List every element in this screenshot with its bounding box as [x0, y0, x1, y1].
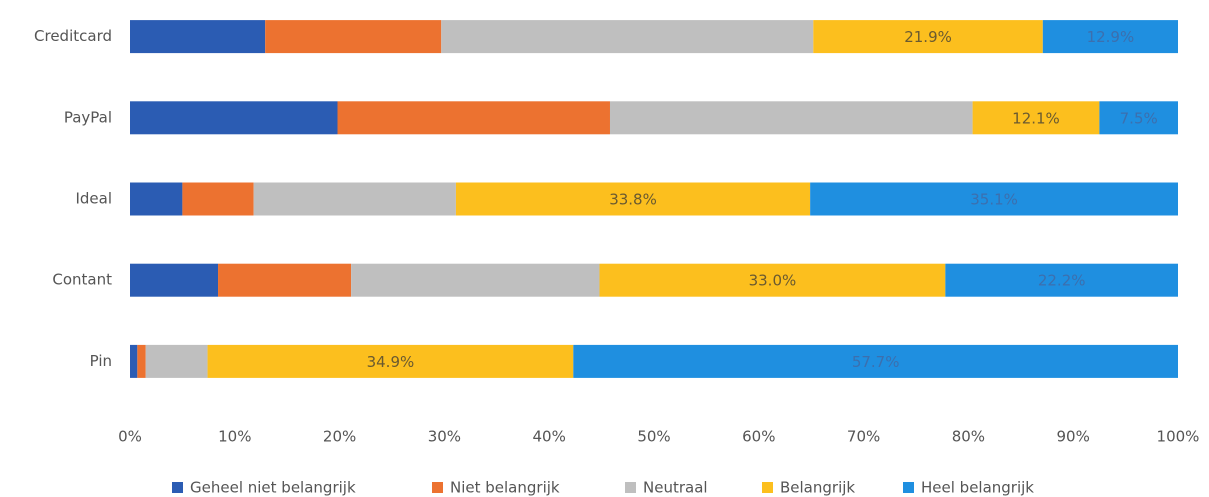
bar-segment: [130, 344, 138, 378]
category-label: Creditcard: [34, 27, 112, 45]
legend-label: Heel belangrijk: [921, 479, 1034, 497]
bar-segment: [351, 263, 600, 297]
x-tick-label: 60%: [742, 428, 775, 446]
x-tick-label: 30%: [428, 428, 461, 446]
data-label: 22.2%: [1038, 272, 1086, 290]
legend-swatch: [172, 482, 183, 493]
bar-segment: [218, 263, 352, 297]
x-tick-label: 50%: [637, 428, 670, 446]
category-label: PayPal: [64, 108, 112, 126]
bar-segment: [945, 263, 1178, 297]
x-tick-label: 90%: [1057, 428, 1090, 446]
data-label: 35.1%: [970, 191, 1018, 209]
data-label: 7.5%: [1120, 109, 1158, 127]
bar-segment: [137, 344, 146, 378]
bar-segment: [253, 182, 456, 216]
x-tick-label: 20%: [323, 428, 356, 446]
legend-label: Niet belangrijk: [450, 479, 560, 497]
data-label: 34.9%: [367, 353, 415, 371]
x-tick-label: 80%: [952, 428, 985, 446]
data-label: 33.0%: [749, 272, 797, 290]
bar-segment: [573, 344, 1178, 378]
bar-segment: [599, 263, 946, 297]
x-tick-label: 0%: [118, 428, 142, 446]
bar-segment: [609, 101, 973, 135]
bar-segment: [337, 101, 610, 135]
category-label: Pin: [90, 352, 112, 370]
data-label: 12.1%: [1012, 109, 1060, 127]
bar-segment: [265, 20, 442, 54]
x-tick-label: 70%: [847, 428, 880, 446]
bar-segment: [182, 182, 254, 216]
bar-segment: [810, 182, 1178, 216]
data-label: 21.9%: [904, 28, 952, 46]
x-tick-label: 10%: [218, 428, 251, 446]
bar-segment: [130, 182, 183, 216]
data-label: 57.7%: [852, 353, 900, 371]
legend-label: Geheel niet belangrijk: [190, 479, 356, 497]
category-label: Ideal: [75, 190, 112, 208]
data-label: 33.8%: [609, 191, 657, 209]
bar-segment: [1042, 20, 1178, 54]
legend-swatch: [903, 482, 914, 493]
bar-segment: [813, 20, 1043, 54]
bar-segment: [207, 344, 574, 378]
x-tick-label: 100%: [1157, 428, 1200, 446]
bar-segment: [1099, 101, 1178, 135]
legend-label: Neutraal: [643, 479, 708, 497]
category-label: Contant: [52, 271, 112, 289]
bar-segment: [145, 344, 208, 378]
legend-swatch: [432, 482, 443, 493]
legend-swatch: [625, 482, 636, 493]
data-label: 12.9%: [1087, 28, 1135, 46]
bar-segment: [130, 101, 338, 135]
bar-segment: [130, 263, 219, 297]
legend-swatch: [762, 482, 773, 493]
bar-segment: [441, 20, 814, 54]
bar-segment: [130, 20, 266, 54]
bar-segment: [972, 101, 1100, 135]
x-tick-label: 40%: [533, 428, 566, 446]
legend-label: Belangrijk: [780, 479, 855, 497]
bar-segment: [455, 182, 811, 216]
